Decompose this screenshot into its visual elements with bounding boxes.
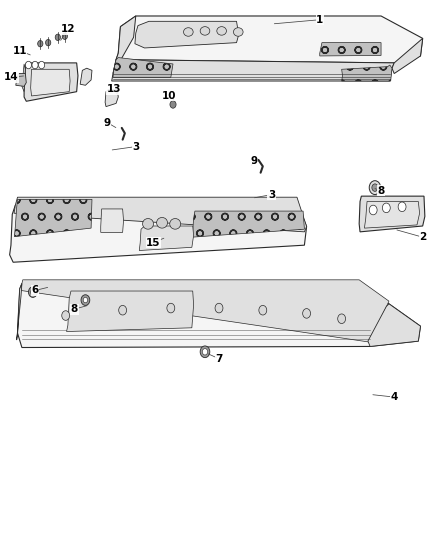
Text: 15: 15 <box>146 238 161 247</box>
Ellipse shape <box>200 27 210 35</box>
Polygon shape <box>16 74 26 86</box>
Polygon shape <box>113 16 136 74</box>
Ellipse shape <box>62 33 67 39</box>
Polygon shape <box>22 64 25 92</box>
Ellipse shape <box>184 28 193 36</box>
Text: 2: 2 <box>419 232 426 242</box>
Polygon shape <box>116 16 423 63</box>
Ellipse shape <box>233 28 243 36</box>
Polygon shape <box>80 68 92 85</box>
Ellipse shape <box>170 101 176 108</box>
Ellipse shape <box>39 61 45 69</box>
Polygon shape <box>192 211 304 237</box>
Text: 13: 13 <box>106 84 121 94</box>
Polygon shape <box>67 291 194 332</box>
Text: 1: 1 <box>316 15 323 25</box>
Text: 10: 10 <box>161 91 176 101</box>
Ellipse shape <box>143 219 153 229</box>
Ellipse shape <box>217 27 226 35</box>
Polygon shape <box>17 284 22 340</box>
Text: 3: 3 <box>132 142 139 151</box>
Ellipse shape <box>46 39 51 46</box>
Text: 7: 7 <box>215 354 223 364</box>
Polygon shape <box>18 284 420 348</box>
Ellipse shape <box>31 289 35 295</box>
Ellipse shape <box>369 181 381 195</box>
Polygon shape <box>21 280 389 342</box>
Polygon shape <box>10 205 307 262</box>
Ellipse shape <box>398 202 406 212</box>
Polygon shape <box>31 69 70 96</box>
Ellipse shape <box>25 61 32 69</box>
Ellipse shape <box>83 297 88 303</box>
Text: 9: 9 <box>104 118 111 127</box>
Polygon shape <box>139 226 194 251</box>
Ellipse shape <box>369 205 377 215</box>
Ellipse shape <box>372 184 378 191</box>
Polygon shape <box>101 209 124 232</box>
Ellipse shape <box>28 287 37 297</box>
Text: 3: 3 <box>268 190 275 199</box>
Polygon shape <box>364 201 420 228</box>
Ellipse shape <box>382 203 390 213</box>
Text: 11: 11 <box>12 46 27 55</box>
Ellipse shape <box>200 346 210 358</box>
Polygon shape <box>14 199 92 237</box>
Polygon shape <box>320 43 381 56</box>
Text: 9: 9 <box>251 156 258 166</box>
Ellipse shape <box>202 349 208 355</box>
Text: 14: 14 <box>4 72 18 82</box>
Text: 12: 12 <box>60 25 75 34</box>
Ellipse shape <box>81 295 90 305</box>
Polygon shape <box>342 65 392 81</box>
Ellipse shape <box>32 61 38 69</box>
Polygon shape <box>24 63 78 101</box>
Ellipse shape <box>215 303 223 313</box>
Polygon shape <box>112 60 394 81</box>
Polygon shape <box>368 304 420 346</box>
Ellipse shape <box>338 314 346 324</box>
Polygon shape <box>135 21 239 48</box>
Ellipse shape <box>157 217 167 228</box>
Text: 4: 4 <box>391 392 398 402</box>
Polygon shape <box>105 90 118 107</box>
Text: 8: 8 <box>71 304 78 314</box>
Ellipse shape <box>259 305 267 315</box>
Polygon shape <box>392 38 423 74</box>
Ellipse shape <box>38 41 43 47</box>
Polygon shape <box>14 197 307 232</box>
Ellipse shape <box>55 34 60 41</box>
Polygon shape <box>113 58 173 77</box>
Text: 8: 8 <box>378 186 385 196</box>
Polygon shape <box>359 196 425 232</box>
Ellipse shape <box>167 303 175 313</box>
Ellipse shape <box>170 219 180 229</box>
Ellipse shape <box>303 309 311 318</box>
Text: 6: 6 <box>32 286 39 295</box>
Ellipse shape <box>62 311 70 320</box>
Ellipse shape <box>119 305 127 315</box>
